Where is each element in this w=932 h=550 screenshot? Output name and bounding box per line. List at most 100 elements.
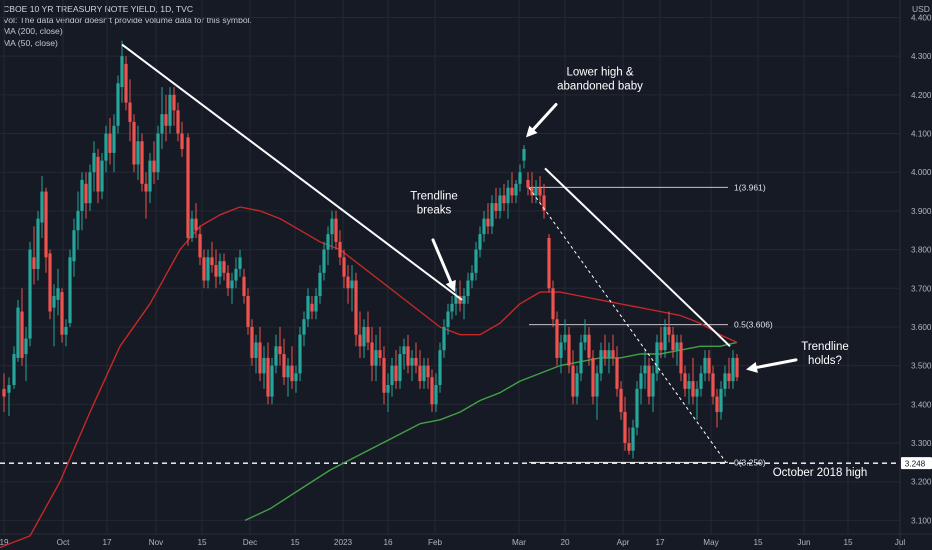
candle: [210, 241, 214, 273]
candle-body: [218, 261, 222, 277]
candle: [20, 288, 24, 366]
candle: [206, 249, 210, 289]
candle-body: [703, 357, 707, 374]
candle: [719, 381, 723, 420]
candle: [422, 357, 426, 389]
candle: [547, 234, 551, 293]
candle-body: [24, 338, 28, 355]
candle-body: [262, 357, 266, 374]
candle-body: [691, 381, 695, 397]
annotation-text: Trendline: [801, 341, 849, 353]
x-tick-label: 15: [753, 538, 763, 547]
candle: [442, 319, 446, 358]
x-tick-label: 20: [560, 538, 570, 547]
candle-body: [498, 195, 502, 211]
candle: [510, 172, 514, 204]
candle-body: [88, 172, 92, 204]
candle: [526, 172, 530, 196]
candle-body: [659, 342, 663, 351]
ma200-legend[interactable]: MA (200, close): [3, 26, 63, 37]
candle-body: [518, 172, 522, 184]
candle: [378, 326, 382, 366]
arrow-head: [746, 362, 758, 373]
candle-body: [719, 388, 723, 413]
candle: [559, 334, 563, 374]
candle-body: [282, 354, 286, 378]
ma200-line: [244, 341, 738, 522]
x-tick-label: Oct: [57, 538, 70, 547]
candle-body: [723, 373, 727, 389]
candle: [386, 373, 390, 413]
grid: [0, 0, 901, 534]
candle-body: [667, 326, 671, 335]
candle-body: [222, 261, 226, 273]
candle-body: [52, 296, 56, 308]
candle: [599, 342, 603, 382]
candle-body: [116, 83, 120, 126]
candle: [454, 288, 458, 316]
candle: [144, 172, 148, 219]
annotation-text: holds?: [808, 355, 842, 367]
candle: [430, 369, 434, 413]
candle: [338, 230, 342, 266]
candle-body: [551, 288, 555, 320]
candle-body: [100, 160, 104, 192]
candle-body: [490, 203, 494, 227]
candle: [410, 350, 414, 382]
candle-body: [7, 384, 11, 393]
dashed-diagonal: [528, 187, 727, 463]
candle: [7, 377, 11, 416]
candle-body: [56, 288, 60, 300]
candle-body: [466, 280, 470, 297]
candle: [160, 87, 164, 150]
candle: [302, 311, 306, 347]
candle-body: [635, 388, 639, 428]
y-tick-label: 4.300: [911, 52, 932, 61]
candle: [112, 114, 116, 173]
candle-body: [458, 296, 462, 304]
candle-body: [40, 191, 44, 223]
candle: [108, 118, 112, 165]
y-tick-label: 3.200: [911, 478, 932, 487]
candle-body: [426, 365, 430, 378]
candle: [655, 334, 659, 382]
candle-body: [378, 350, 382, 358]
x-tick-label: Apr: [617, 538, 630, 547]
candle: [478, 226, 482, 258]
candle-body: [36, 218, 40, 269]
chart-legend: CBOE 10 YR TREASURY NOTE YIELD, 1D, TVC …: [3, 4, 252, 49]
candle-body: [707, 357, 711, 374]
candle: [691, 357, 695, 405]
candle: [687, 373, 691, 405]
candle-body: [591, 357, 595, 397]
candle: [28, 241, 32, 347]
candle-body: [607, 350, 611, 358]
candle: [482, 210, 486, 242]
candle: [242, 268, 246, 304]
candle-body: [164, 114, 168, 126]
candle-body: [190, 218, 194, 238]
fib-level-label: 0(3.250): [734, 457, 766, 467]
candle-body: [2, 388, 6, 397]
candle: [715, 388, 719, 428]
candle: [116, 75, 120, 134]
candle: [731, 350, 735, 389]
candle-body: [214, 265, 218, 277]
candle: [727, 357, 731, 389]
candle: [266, 342, 270, 405]
candle-body: [402, 346, 406, 355]
candle: [136, 125, 140, 180]
candle: [246, 288, 250, 335]
symbol-title[interactable]: CBOE 10 YR TREASURY NOTE YIELD, 1D, TVC: [3, 4, 194, 14]
y-tick-label: 4.000: [911, 168, 932, 177]
candle: [234, 257, 238, 289]
candle: [238, 249, 242, 277]
candle-body: [470, 272, 474, 281]
annotation-arrow: [526, 103, 558, 138]
time-axis: 19 Oct 17 Nov 15 Dec 15 2023 16 Feb Mar 20 Apr 17 May 1…: [0, 533, 932, 547]
ma50-legend[interactable]: MA (50, close): [3, 37, 58, 48]
candle: [48, 249, 52, 320]
candle: [382, 346, 386, 405]
candle: [723, 365, 727, 397]
